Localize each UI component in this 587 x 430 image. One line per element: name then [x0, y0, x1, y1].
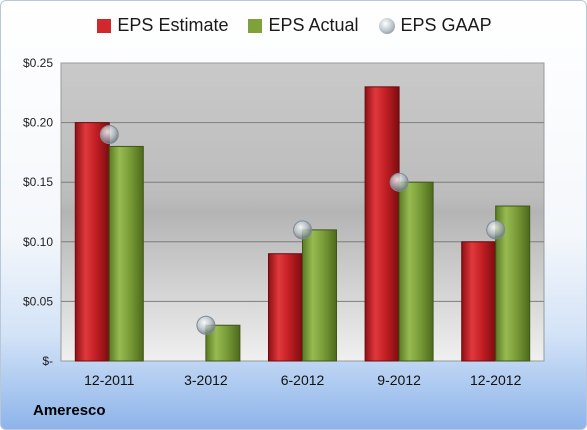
legend-swatch-eps-gaap — [378, 17, 395, 34]
x-tick-label: 3-2012 — [184, 372, 228, 388]
marker-eps-gaap — [389, 172, 409, 192]
y-tick-label: $0.05 — [23, 294, 53, 308]
legend-swatch-eps-estimate — [97, 18, 112, 33]
legend: EPS Estimate EPS Actual EPS GAAP — [1, 15, 586, 36]
bar-eps-actual — [302, 229, 337, 362]
x-tick-label: 12-2011 — [84, 372, 135, 388]
marker-eps-gaap — [486, 220, 506, 240]
legend-item-eps-estimate: EPS Estimate — [97, 15, 228, 36]
legend-label-eps-estimate: EPS Estimate — [117, 15, 229, 35]
marker-eps-gaap — [196, 315, 216, 335]
legend-label-eps-actual: EPS Actual — [268, 15, 359, 35]
x-tick-label: 12-2012 — [470, 372, 522, 388]
x-tick-label: 9-2012 — [377, 372, 421, 388]
gaap-markers — [99, 125, 506, 335]
bar-eps-estimate — [461, 241, 497, 362]
bar-eps-estimate — [364, 86, 400, 362]
legend-item-eps-gaap: EPS GAAP — [378, 15, 492, 36]
y-axis: $- $0.05 $0.10 $0.15 $0.20 $0.25 — [23, 56, 53, 368]
bar-eps-actual — [108, 145, 144, 362]
y-tick-label: $0.10 — [23, 235, 53, 249]
y-tick-label: $0.15 — [23, 175, 53, 189]
bar-eps-estimate — [74, 122, 110, 362]
company-name: Ameresco — [33, 402, 106, 419]
y-tick-label: $0.20 — [23, 116, 53, 130]
x-tick-label: 6-2012 — [281, 372, 325, 388]
bars — [74, 86, 531, 362]
y-tick-label: $- — [42, 354, 53, 368]
marker-eps-gaap — [99, 125, 119, 145]
marker-eps-gaap — [293, 220, 312, 240]
legend-item-eps-actual: EPS Actual — [248, 15, 359, 36]
y-tick-label: $0.25 — [23, 56, 53, 70]
bar-eps-actual — [398, 181, 434, 362]
bar-eps-estimate — [268, 253, 303, 362]
x-axis: 12-2011 3-2012 6-2012 9-2012 12-2012 — [84, 372, 521, 388]
legend-swatch-eps-actual — [248, 18, 263, 33]
legend-label-eps-gaap: EPS GAAP — [400, 15, 492, 35]
